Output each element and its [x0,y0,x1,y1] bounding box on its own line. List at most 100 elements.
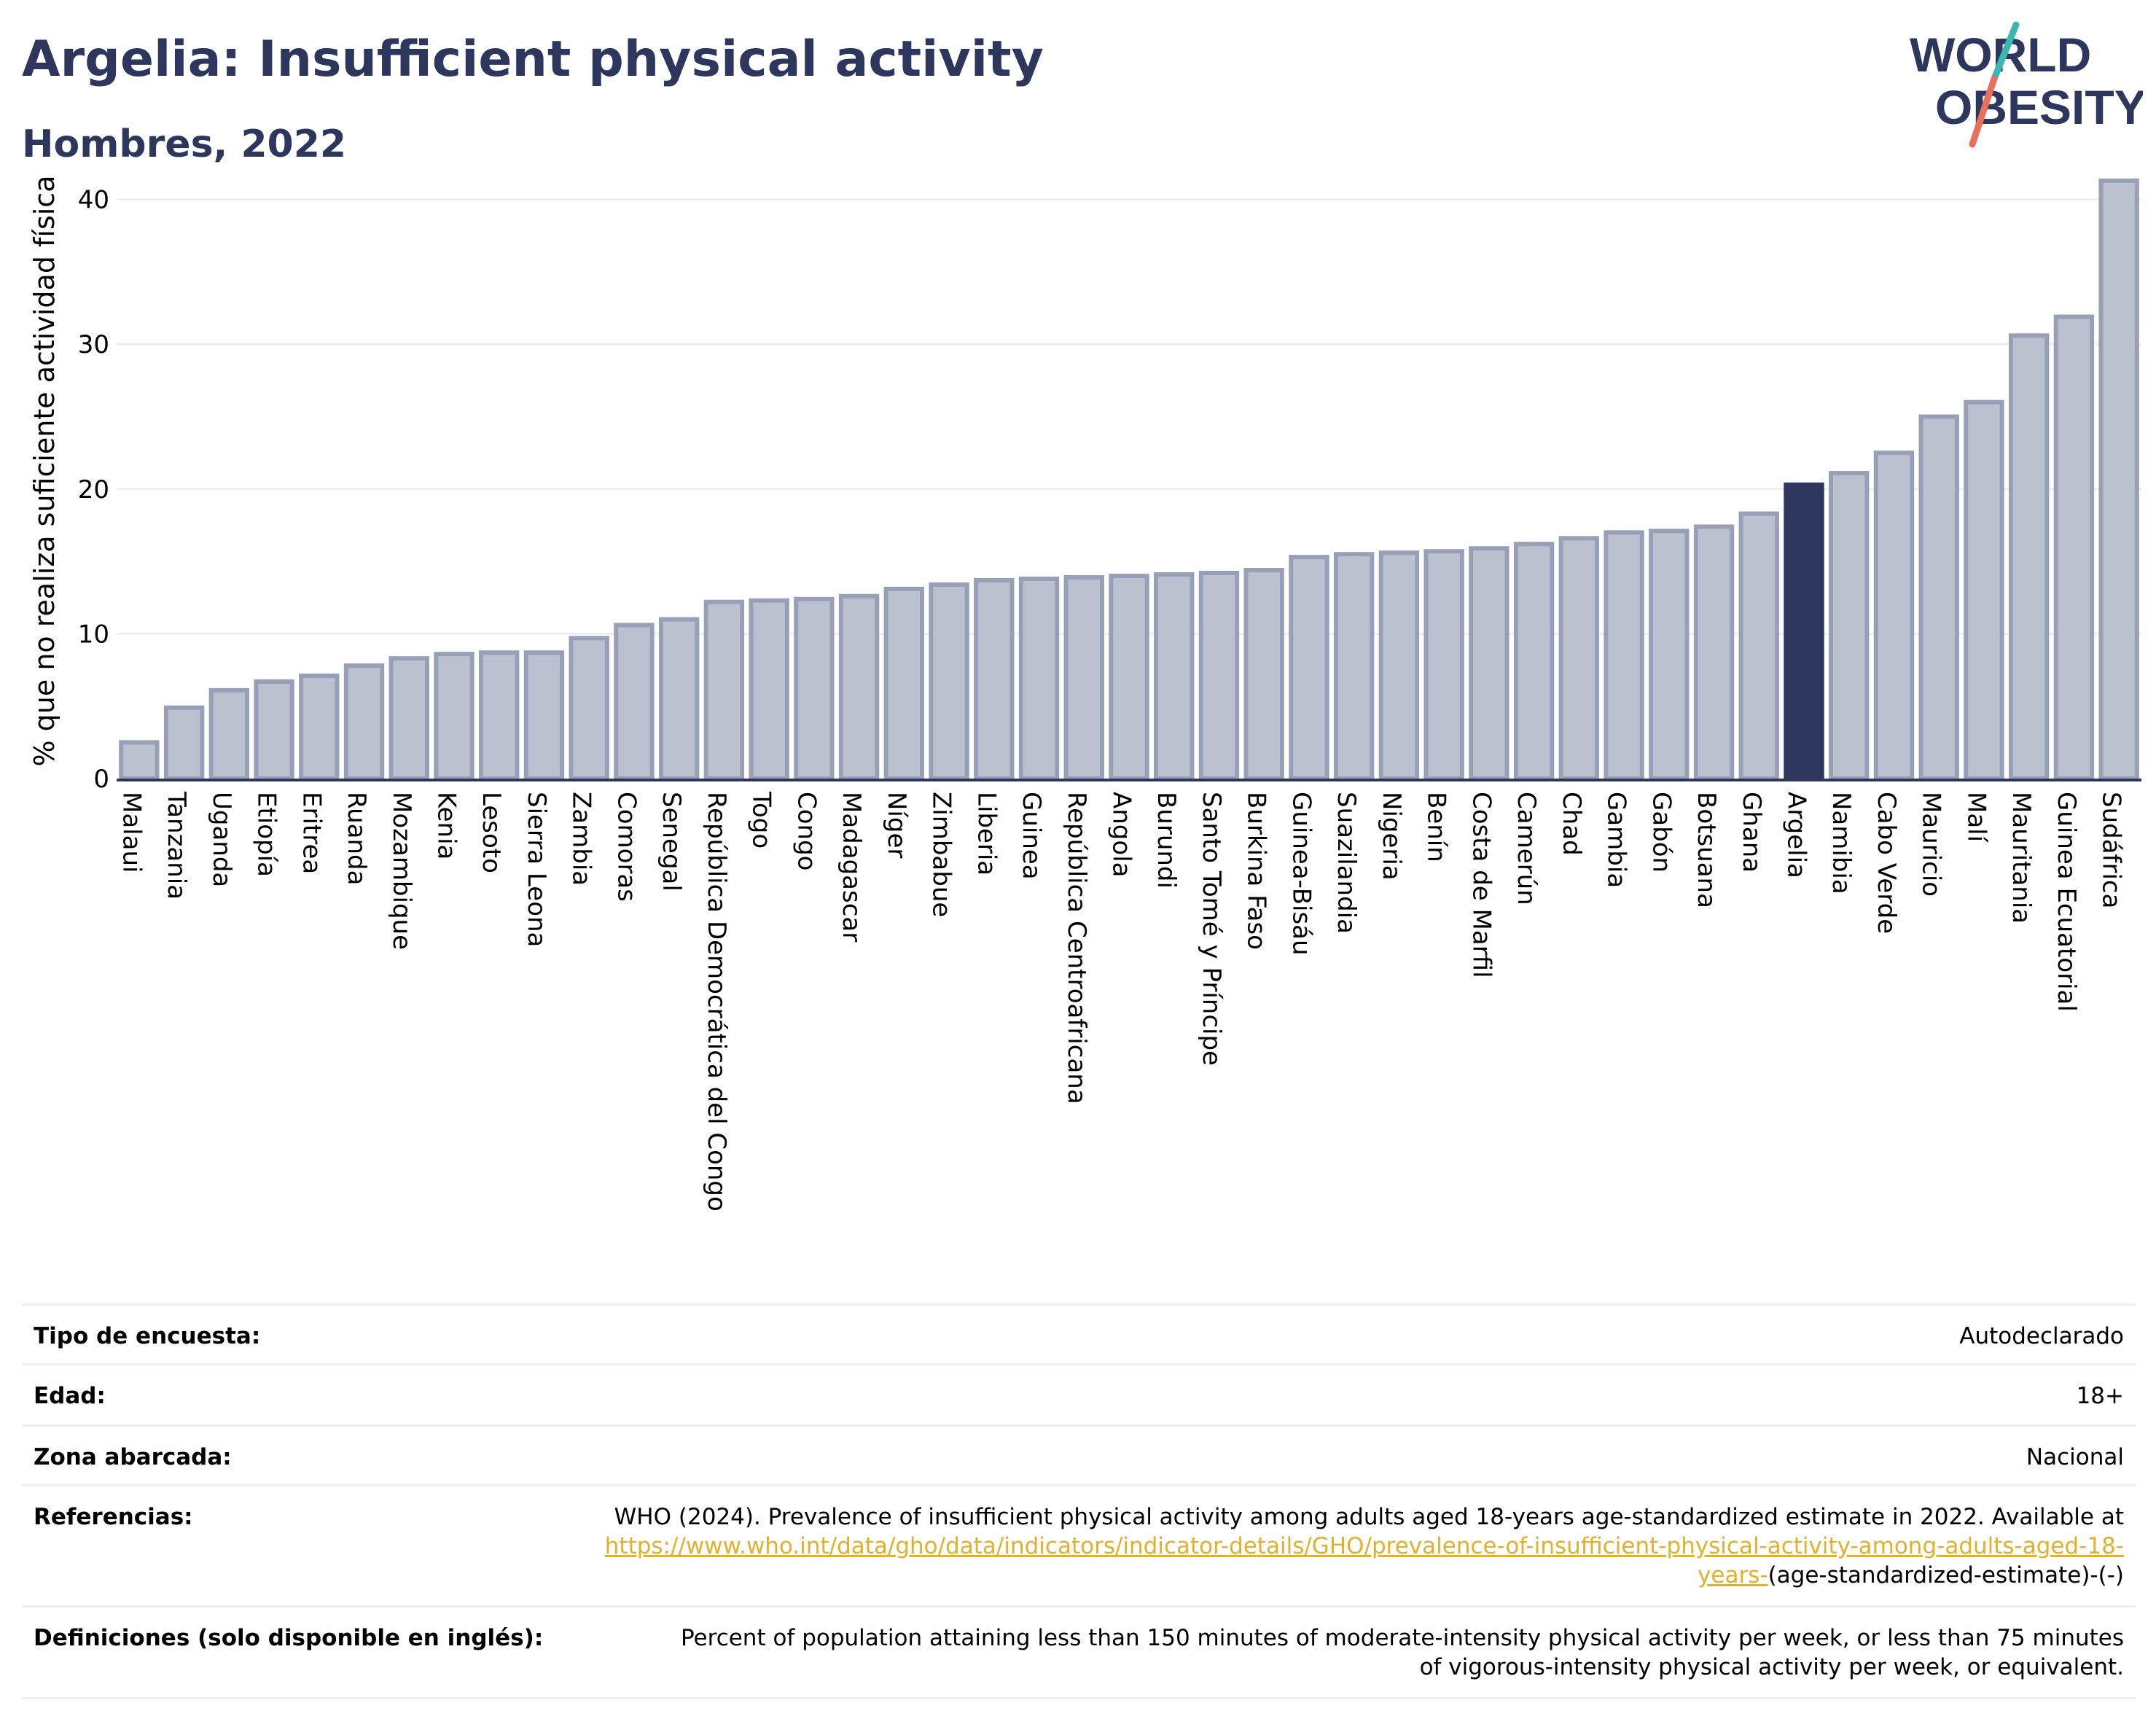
x-tick-label: Congo [792,792,821,870]
x-tick-label: Santo Tomé y Príncipe [1197,792,1226,1066]
references-tail: (age-standardized-estimate)-(-) [1768,1562,2124,1588]
bar-guinea-bisáu [1289,555,1329,781]
x-tick-label: Namibia [1827,792,1856,894]
survey-label: Tipo de encuesta: [34,1323,261,1349]
x-tick-label: Angola [1107,792,1136,877]
bar-malaui [119,740,160,781]
info-table: Tipo de encuesta: Autodeclarado Edad: 18… [22,1303,2136,1699]
bar-tanzania [163,705,205,781]
x-tick-label: Costa de Marfil [1466,792,1496,978]
bar-costa-de-marfil [1469,546,1509,781]
x-tick-label: Mauricio [1917,792,1946,897]
bar-comoras [614,623,655,781]
bar-lesoto [479,650,520,781]
bar-suazilandia [1333,552,1375,781]
chart-subtitle: Hombres, 2022 [22,122,347,166]
x-tick-label: Malí [1961,792,1991,843]
bar-cabo-verde [1873,451,1915,781]
x-tick-label: Guinea [1017,792,1046,880]
bar-nigeria [1378,550,1420,781]
x-tick-label: Zambia [567,792,596,886]
x-tick-label: Togo [747,791,776,849]
bar-madagascar [838,593,880,781]
x-tick-label: Gabón [1647,792,1676,873]
x-tick-label: Eritrea [297,792,326,874]
x-tick-label: Botsuana [1692,792,1721,908]
bar-níger [883,586,925,781]
y-tick-label: 40 [78,186,109,215]
x-tick-label: Etiopía [252,792,281,877]
bar-etiopía [254,679,294,781]
bar-santo-tomé-y-príncipe [1198,571,1240,781]
bar-ghana [1738,511,1779,781]
x-tick-labels: Malaui Tanzania Uganda Etiopía Eritrea Ruanda… [117,791,2125,1212]
info-row-definitions: Definiciones (solo disponible en inglés)… [22,1607,2136,1699]
area-label: Zona abarcada: [34,1444,232,1470]
bar-sudáfrica [2098,178,2139,781]
x-tick-label: Mauritania [2007,792,2036,924]
info-row-survey: Tipo de encuesta: Autodeclarado [22,1306,2136,1365]
y-axis-label: % que no realiza suficiente actividad fí… [28,176,60,767]
references-text: WHO (2024). Prevalence of insufficient p… [614,1504,2124,1530]
chart-title: Argelia: Insufficient physical activity [22,31,1044,88]
bar-sierra-leona [523,650,565,781]
x-tick-label: Senegal [657,792,686,892]
logo-slash-coral [1969,75,1998,148]
x-tick-label: Liberia [972,792,1001,876]
x-tick-label: República Centroafricana [1062,792,1091,1104]
definitions-value: Percent of population attaining less tha… [680,1625,2124,1680]
bar-guinea [1018,576,1060,781]
bar-gambia [1604,530,1644,781]
y-tick-labels: 0 10 20 30 40 [78,186,109,794]
x-tick-label: Cabo Verde [1872,792,1901,934]
area-value: Nacional [2026,1444,2124,1470]
bar-eritrea [299,674,340,781]
x-tick-label: Malaui [117,792,146,873]
x-tick-label: Argelia [1782,792,1811,878]
bar-chad [1558,536,1600,781]
x-tick-label: Camerún [1512,792,1541,905]
bar-república-democrática-del-congo [703,599,745,781]
bar-ruanda [343,663,385,781]
x-tick-label: Suazilandia [1332,792,1361,934]
logo-slash-teal [1991,21,2020,82]
x-tick-label: Ghana [1737,792,1766,873]
references-link[interactable]: https://www.who.int/data/gho/data/indica… [604,1533,2124,1588]
references-value: WHO (2024). Prevalence of insufficient p… [593,1502,2124,1590]
age-value: 18+ [2076,1383,2124,1409]
world-obesity-logo: WORLD OBESITY [1910,21,2143,148]
x-tick-label: Tanzania [162,791,191,900]
bar-kenia [434,652,474,781]
bar-congo [794,596,835,781]
bar-camerún [1513,542,1555,781]
x-tick-label: Uganda [207,792,236,887]
x-tick-label: Nigeria [1377,792,1406,881]
bar-burkina-faso [1243,568,1284,781]
logo-word-obesity: OBESITY [1935,80,2143,134]
y-tick-label: 10 [78,620,109,649]
x-tick-label: Sudáfrica [2097,792,2126,908]
bar-benín [1423,549,1464,781]
bars [119,178,2139,781]
bar-guinea-ecuatorial [2053,314,2095,781]
x-tick-label: Guinea-Bisáu [1286,792,1316,956]
bar-togo [749,598,789,781]
bar-uganda [208,687,250,781]
references-label: Referencias: [34,1504,193,1530]
bar-chart: 0 10 20 30 40 Malaui Tanzania Uganda Etiopía Eri… [28,176,2141,1212]
bar-zimbabue [929,582,969,781]
x-tick-label: Burundi [1152,792,1181,889]
x-tick-label: Sierra Leona [522,792,551,947]
bar-liberia [974,577,1015,781]
y-tick-label: 30 [78,330,109,359]
bar-mauritania [2008,333,2050,781]
bar-zambia [569,636,609,781]
bar-botsuana [1693,524,1735,781]
x-tick-label: Kenia [432,792,461,859]
x-tick-label: Zimbabue [927,792,956,917]
bar-malí [1964,399,2004,781]
x-tick-label: Burkina Faso [1242,792,1271,950]
x-tick-label: Ruanda [342,792,371,885]
x-tick-label: Gambia [1602,792,1631,888]
info-row-area: Zona abarcada: Nacional [22,1427,2136,1486]
